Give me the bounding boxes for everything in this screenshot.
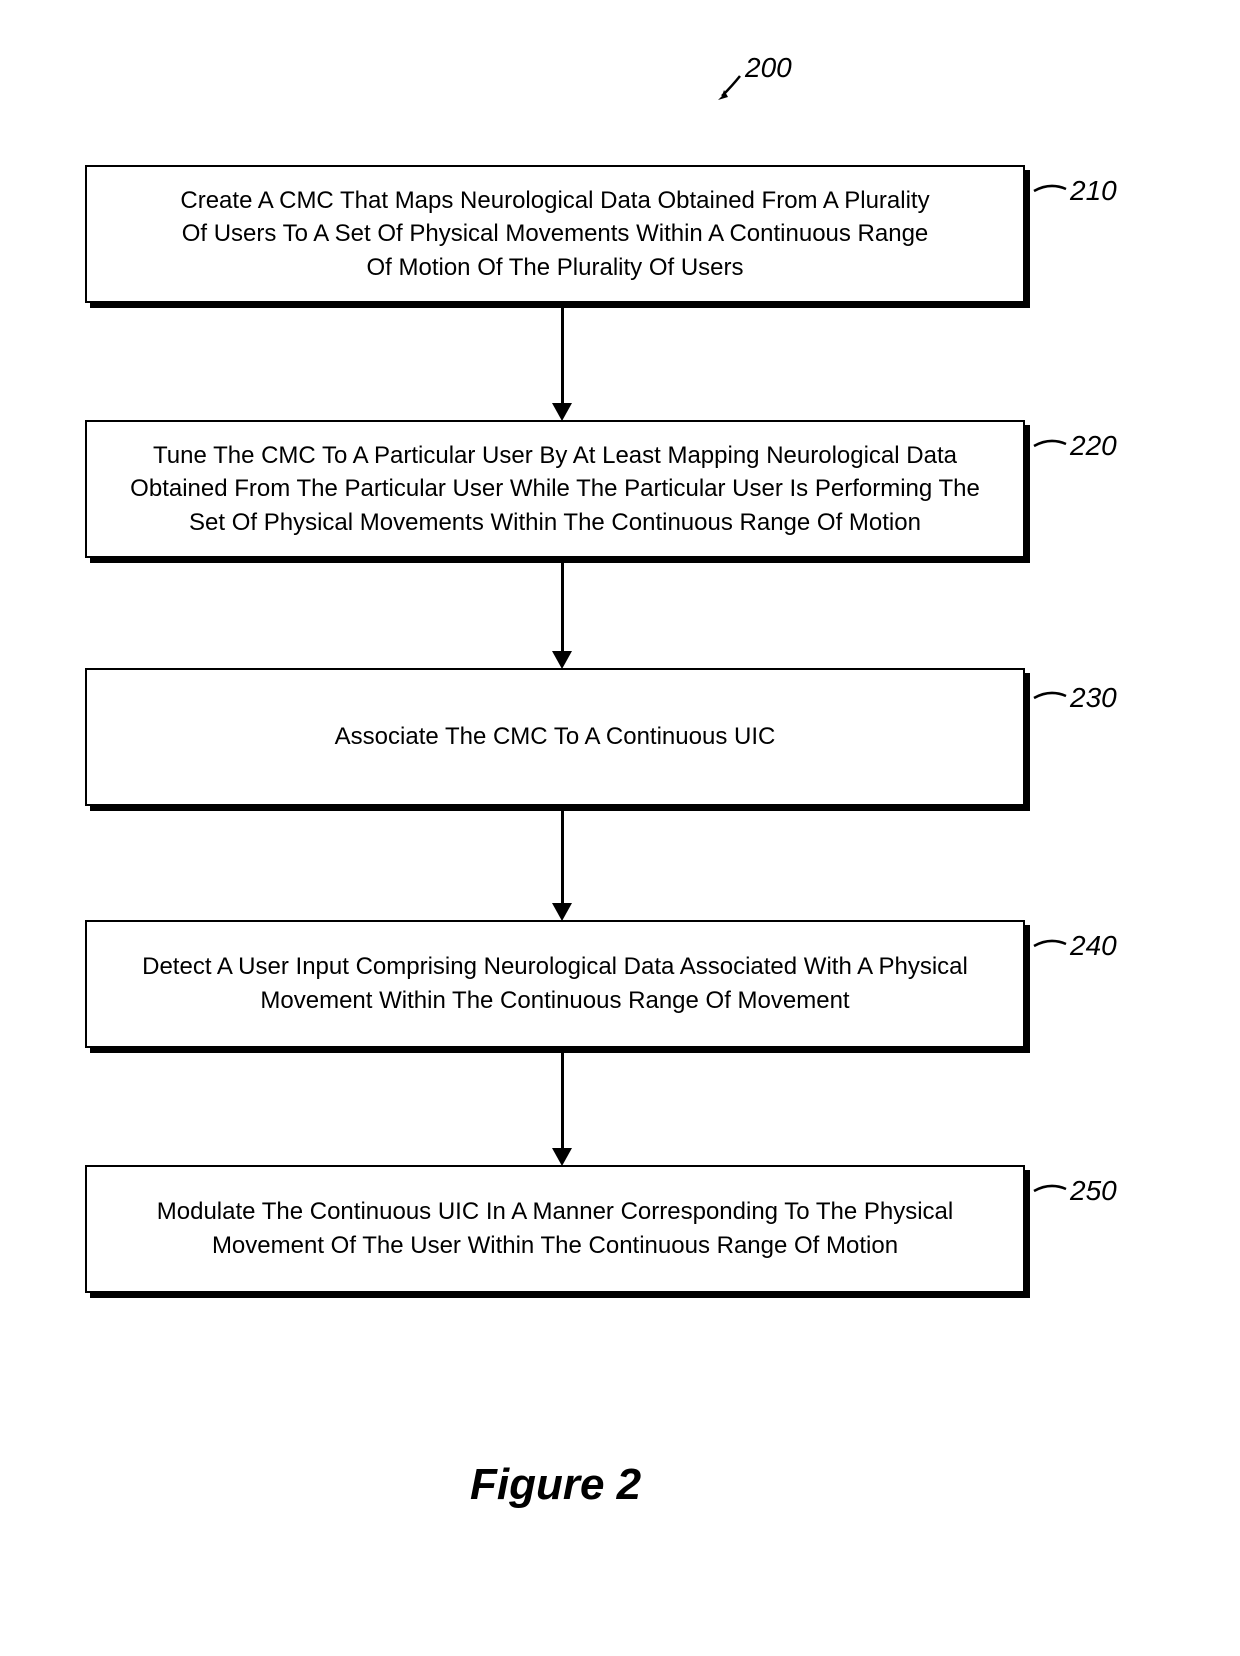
figure-reference-number: 200	[745, 52, 792, 84]
flow-box-230-text: Associate The CMC To A Continuous UIC	[305, 710, 806, 764]
flow-box-210-text: Create A CMC That Maps Neurological Data…	[87, 174, 1023, 295]
flow-box-230: Associate The CMC To A Continuous UIC	[85, 668, 1025, 806]
flow-box-250-text: Modulate The Continuous UIC In A Manner …	[87, 1185, 1023, 1272]
figure-ref-arrow	[712, 72, 744, 104]
arrow-4	[552, 1053, 572, 1166]
label-connector-250	[1032, 1181, 1068, 1197]
flow-box-240: Detect A User Input Comprising Neurologi…	[85, 920, 1025, 1048]
arrow-2	[552, 563, 572, 669]
label-connector-230	[1032, 688, 1068, 704]
flow-box-210: Create A CMC That Maps Neurological Data…	[85, 165, 1025, 303]
box-label-210: 210	[1070, 175, 1117, 207]
flow-box-240-text: Detect A User Input Comprising Neurologi…	[87, 940, 1023, 1027]
flowchart-diagram: 200 Create A CMC That Maps Neurological …	[0, 0, 1240, 1656]
flow-box-250: Modulate The Continuous UIC In A Manner …	[85, 1165, 1025, 1293]
label-connector-220	[1032, 436, 1068, 452]
label-connector-210	[1032, 181, 1068, 197]
flow-box-220-text: Tune The CMC To A Particular User By At …	[87, 429, 1023, 550]
box-label-250: 250	[1070, 1175, 1117, 1207]
box-label-230: 230	[1070, 682, 1117, 714]
box-label-220: 220	[1070, 430, 1117, 462]
label-connector-240	[1032, 936, 1068, 952]
flow-box-220: Tune The CMC To A Particular User By At …	[85, 420, 1025, 558]
box-label-240: 240	[1070, 930, 1117, 962]
figure-title: Figure 2	[470, 1460, 641, 1510]
arrow-1	[552, 308, 572, 421]
arrow-3	[552, 811, 572, 921]
